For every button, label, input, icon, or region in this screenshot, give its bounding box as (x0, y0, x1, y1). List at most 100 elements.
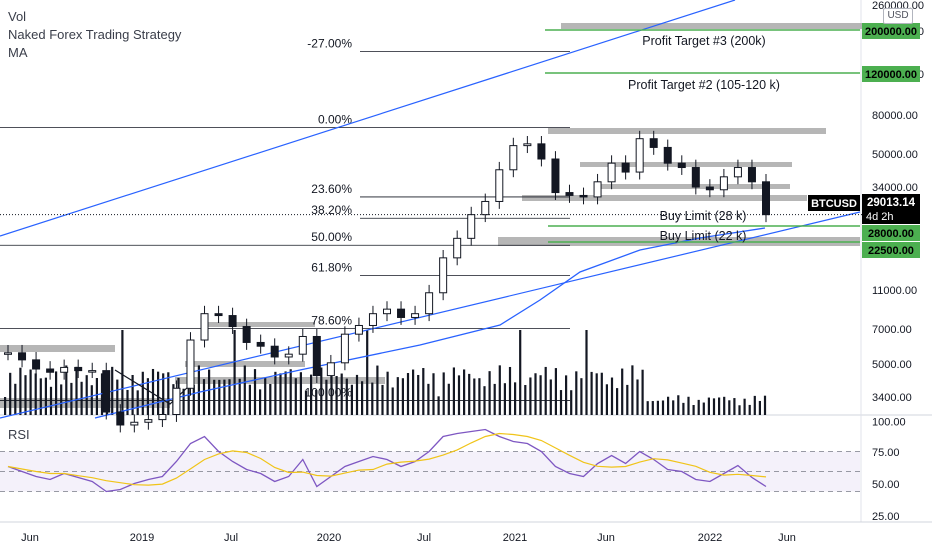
fib-level-label: 23.60% (311, 182, 352, 196)
price-axis-tick: 80000.00 (872, 110, 918, 122)
price-candle (18, 352, 27, 361)
volume-bar (131, 374, 134, 415)
volume-bar (39, 378, 42, 415)
price-candle (354, 324, 363, 335)
volume-bar (95, 378, 98, 415)
volume-bar (167, 372, 170, 415)
volume-bar (146, 378, 149, 415)
volume-bar (330, 366, 333, 415)
volume-bar (253, 369, 257, 415)
volume-bar (345, 378, 348, 415)
volume-bar (534, 373, 537, 415)
price-candle (298, 335, 307, 355)
support-resistance-zone (205, 322, 315, 327)
volume-bar (559, 390, 563, 415)
volume-bar (208, 369, 211, 415)
time-axis-tick: 2021 (503, 532, 527, 544)
support-resistance-zone (548, 128, 826, 134)
volume-bar (738, 405, 741, 415)
volume-bar (483, 386, 486, 415)
volume-bar (361, 381, 364, 415)
volume-bar (422, 368, 425, 415)
target-label: Buy Limit (22 k) (660, 229, 747, 243)
volume-bar (4, 397, 7, 415)
price-candle (509, 145, 518, 171)
volume-bar (570, 390, 573, 415)
volume-bar (605, 384, 608, 415)
legend-vol[interactable]: Vol (8, 9, 27, 24)
volume-bar (728, 400, 731, 415)
volume-bar (493, 383, 496, 415)
time-axis-tick: Jun (597, 532, 615, 544)
volume-bar (718, 397, 721, 415)
volume-bar (304, 390, 308, 415)
target-label: Buy Limit (28 k) (660, 209, 747, 223)
volume-bar (544, 366, 547, 415)
rsi-axis-tick: 50.00 (872, 479, 900, 491)
fib-level-label: 0.00% (318, 113, 352, 127)
volume-bar (748, 404, 751, 415)
volume-bar (310, 374, 313, 415)
price-candle (439, 257, 448, 294)
time-axis-tick: Jun (778, 532, 796, 544)
last-price-tag-bg (862, 194, 920, 224)
volume-bar (452, 367, 455, 415)
price-series (4, 130, 770, 433)
buy-limit-1-tag-bg (862, 225, 920, 241)
volume-bar (702, 402, 705, 415)
volume-bar (692, 405, 695, 415)
volume-bar (427, 383, 430, 415)
legend-strategy[interactable]: Naked Forex Trading Strategy (8, 27, 182, 42)
rsi-layer (7, 428, 767, 493)
volume-bar (447, 383, 450, 415)
currency-badge[interactable]: USD (883, 8, 913, 24)
volume-bar (468, 373, 471, 415)
volume-bar (621, 368, 624, 415)
price-candle (705, 186, 714, 191)
price-candle (312, 335, 321, 377)
volume-bar (667, 396, 670, 415)
price-axis-tick: 3400.00 (872, 392, 912, 404)
volume-bar (442, 372, 445, 415)
time-axis-tick: 2020 (317, 532, 341, 544)
price-candle (523, 143, 532, 147)
volume-bar (687, 396, 690, 415)
volume-bar (294, 378, 297, 415)
price-candle (537, 143, 546, 160)
volume-bar (90, 385, 93, 415)
volume-bar (529, 377, 532, 415)
volume-bar (590, 371, 593, 415)
volume-bar (75, 366, 78, 415)
price-candle (88, 370, 97, 373)
time-axis-tick: Jul (417, 532, 431, 544)
support-resistance-zone (580, 162, 792, 167)
indicator-legend: Vol Naked Forex Trading Strategy MA (8, 8, 181, 62)
price-candle (635, 138, 644, 173)
volume-bar (697, 399, 700, 415)
volume-bar (386, 371, 389, 415)
volume-bar (616, 388, 619, 415)
price-axis-tick: 7000.00 (872, 324, 912, 336)
price-candle (4, 352, 12, 355)
price-candle (397, 308, 406, 318)
volume-bar (65, 365, 68, 415)
price-candle (368, 313, 377, 326)
volume-bar (631, 365, 634, 415)
price-candle (116, 411, 125, 426)
volume-bar (55, 371, 58, 415)
time-axis-tick: 2019 (130, 532, 154, 544)
price-candle (579, 194, 588, 198)
volume-bar (463, 369, 466, 415)
moving-average-line (94, 227, 766, 419)
volume-bar (646, 401, 649, 415)
price-candle (256, 341, 265, 347)
legend-ma[interactable]: MA (8, 45, 28, 60)
volume-bar (320, 367, 323, 415)
volume-bar (315, 389, 318, 415)
volume-bar (335, 376, 338, 415)
fib-level-label: 78.60% (311, 314, 352, 328)
rsi-pane-label[interactable]: RSI (8, 427, 30, 442)
price-candle (102, 370, 111, 413)
volume-bar (401, 378, 404, 415)
